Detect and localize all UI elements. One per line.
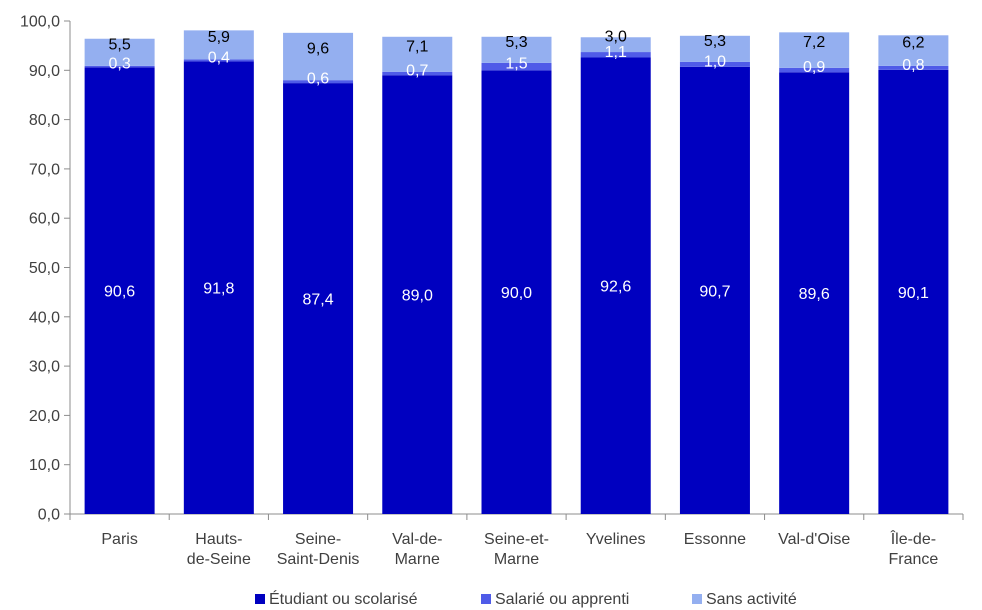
bar-segment [779,67,850,73]
data-label: 0,3 [108,56,130,73]
y-tick-label: 40,0 [29,309,60,326]
bar-segment [779,72,850,514]
data-label: 1,1 [605,44,627,61]
data-label: 89,6 [799,286,830,303]
x-category-label: Marne [494,551,539,568]
x-category-label: Yvelines [586,531,646,548]
bar-segment [580,57,651,515]
data-label: 5,3 [704,33,726,50]
bar-segment [878,69,949,514]
x-category-label: France [888,551,938,568]
bar-segment [878,35,949,66]
data-label: 0,4 [208,49,230,66]
bar-segment [183,30,254,60]
bar-segment [878,65,949,70]
legend-label: Étudiant ou scolarisé [269,589,418,608]
data-label: 90,6 [104,284,135,301]
data-label: 3,0 [605,29,627,46]
x-category-label: Val-de- [392,531,442,548]
data-label: 5,3 [505,34,527,51]
data-label: 6,2 [902,35,924,52]
category-labels: Paris Hauts-de-Seine Seine- Saint-Denis Val-… [101,529,938,568]
x-category-label: Hauts- [195,531,242,548]
y-tick-label: 50,0 [29,260,60,277]
y-tick-label: 10,0 [29,457,60,474]
legend-swatch [481,594,491,604]
bar-segment [382,75,453,514]
bar-segment [679,66,750,514]
bar-segment [481,36,552,63]
x-category-label: Seine- [295,531,341,548]
bar-segment [679,35,750,62]
y-tick-label: 80,0 [29,112,60,129]
data-label: 90,1 [898,285,929,302]
x-category-label: Paris [101,531,137,548]
bar-segment [779,32,850,68]
bar-segment [679,61,750,67]
x-category-label: Val-d'Oise [778,531,850,548]
data-label: 91,8 [203,281,234,298]
y-tick-label: 60,0 [29,211,60,228]
y-tick-label: 20,0 [29,408,60,425]
x-category-label: de-Seine [187,551,251,568]
chart-legend: Étudiant ou scolarisé Salarié ou apprenti… [255,589,797,608]
data-label: 87,4 [302,292,333,309]
bar-segment [580,37,651,53]
data-label: 7,2 [803,34,825,51]
bar-segment [84,65,155,68]
chart-bars [84,30,949,515]
bar-segment [183,61,254,515]
x-category-label: Marne [395,551,440,568]
legend-swatch [255,594,265,604]
bar-segment [183,59,254,62]
data-label: 7,1 [406,38,428,55]
y-tick-label: 100,0 [20,14,60,31]
data-label: 92,6 [600,279,631,296]
bar-segment [283,80,354,84]
bar-segment [481,70,552,515]
bar-segment [84,67,155,514]
data-label: 1,5 [505,56,527,73]
x-category-label: Saint-Denis [277,551,360,568]
data-label: 1,0 [704,53,726,70]
legend-swatch [692,594,702,604]
y-tick-label: 90,0 [29,63,60,80]
bar-segment [382,71,453,76]
data-label: 0,6 [307,71,329,88]
bar-segment [580,52,651,58]
data-label: 9,6 [307,40,329,57]
y-tick-label: 70,0 [29,161,60,178]
legend-label: Salarié ou apprenti [495,591,629,608]
x-category-label: Essonne [684,531,746,548]
bar-segment [283,83,354,515]
data-label: 89,0 [402,288,433,305]
bar-segment [84,38,155,66]
data-label: 0,8 [902,57,924,74]
data-label: 5,9 [208,29,230,46]
bar-segment [382,36,453,72]
data-labels: 90,6 0,3 5,5 91,8 0,4 5,9 87,4 0,6 9,6 89,0 0,7 7,1… [104,29,929,309]
data-label: 0,7 [406,63,428,80]
data-label: 5,5 [108,36,130,53]
data-label: 90,7 [699,283,730,300]
data-label: 0,9 [803,59,825,76]
x-category-label: Île-de- [890,529,936,548]
y-tick-label: 0,0 [38,507,60,524]
y-tick-label: 30,0 [29,359,60,376]
bar-segment [283,32,354,81]
chart-axes: 0,0 10,0 20,0 30,0 40,0 50,0 60,0 70,0 80,0 90,0 1… [20,14,964,524]
bar-segment [481,62,552,71]
x-category-label: Seine-et- [484,531,549,548]
legend-label: Sans activité [706,591,797,608]
data-label: 90,0 [501,285,532,302]
